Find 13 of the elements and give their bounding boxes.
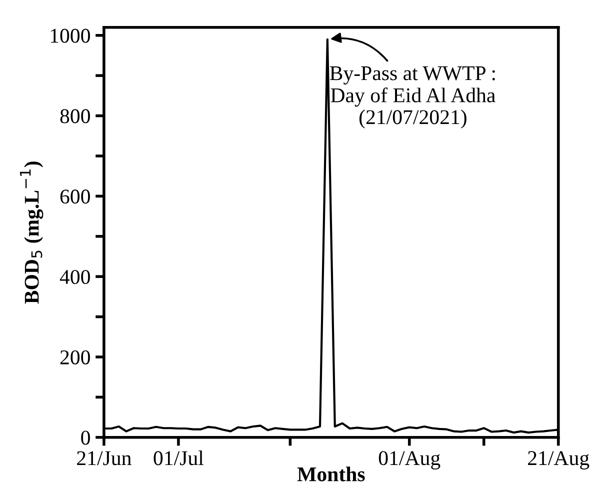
y-tick-label: 0: [81, 430, 90, 445]
x-tick-label: 01/Aug: [378, 451, 440, 470]
y-tick-label: 400: [60, 270, 90, 284]
y-tick-label: 800: [60, 109, 90, 124]
y-tick-label: 200: [60, 350, 90, 364]
y-axis-title: BOD$_{5}$ (mg.L$^{−1}$): [20, 162, 44, 304]
x-axis-title: Months: [297, 466, 365, 482]
x-tick-label: 21/Aug: [528, 451, 590, 470]
annotation: By-Pass at WWTP : Day of Eid Al Adha (21/07/2021): [330, 66, 496, 128]
x-tick-label: 01/Jul: [154, 450, 204, 466]
y-tick-label: 1000: [50, 28, 90, 43]
y-tick-label: 600: [60, 190, 90, 204]
x-tick-label: 21/Jun: [77, 451, 132, 466]
